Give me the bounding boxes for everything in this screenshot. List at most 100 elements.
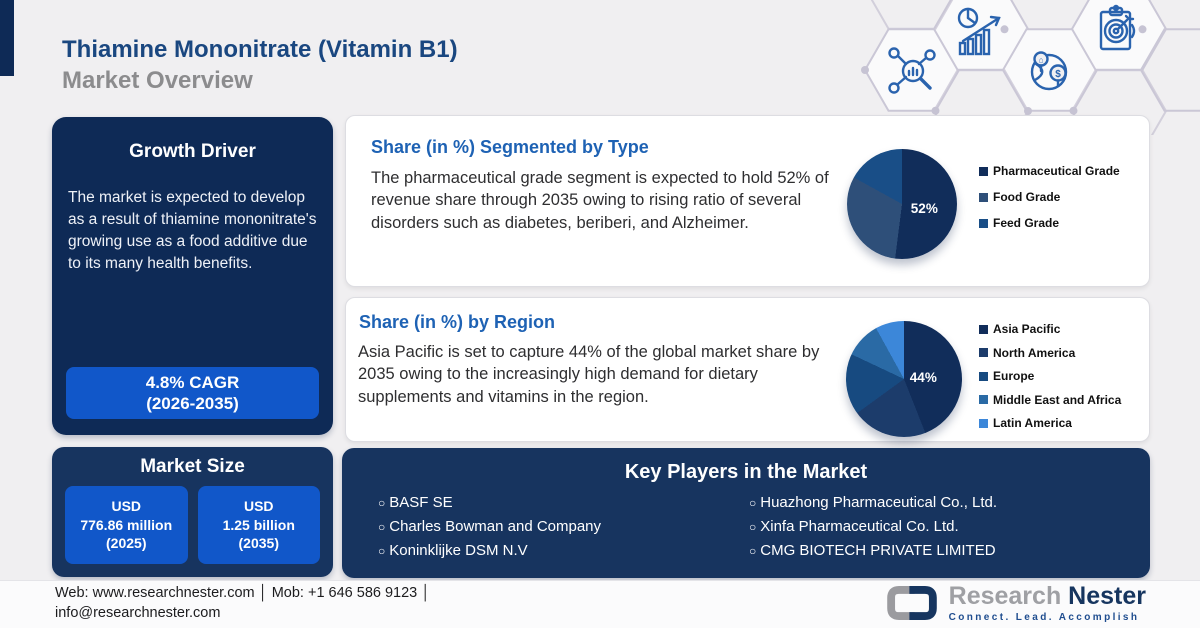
legend-swatch: [979, 395, 988, 404]
circle-bullet-icon: ○: [378, 520, 386, 534]
cagr-value: 4.8% CAGR: [145, 372, 240, 392]
market-size-2025-year: (2025): [106, 535, 147, 552]
legend-swatch: [979, 348, 988, 357]
key-player-name: Huazhong Pharmaceutical Co., Ltd.: [760, 494, 998, 511]
footer-contact: Web: www.researchnester.com │ Mob: +1 64…: [55, 584, 430, 623]
legend-label: Asia Pacific: [993, 322, 1061, 336]
share-by-region-card: Share (in %) by Region Asia Pacific is s…: [345, 297, 1150, 442]
svg-text:⌂: ⌂: [1039, 56, 1044, 65]
currency-label: USD: [111, 498, 142, 515]
growth-chart-icon: [957, 7, 1001, 56]
key-player-item: ○ CMG BIOTECH PRIVATE LIMITED: [749, 542, 1120, 559]
global-market-icon: $ ⌂: [1030, 51, 1068, 91]
legend-item: Asia Pacific: [979, 322, 1121, 336]
market-size-2035-year: (2035): [238, 535, 279, 552]
circle-bullet-icon: ○: [378, 496, 386, 510]
key-players-left-column: ○ BASF SE ○ Charles Bowman and Company ○ Koni…: [378, 494, 749, 566]
type-pie-chart: 52%: [847, 149, 957, 259]
growth-driver-panel: Growth Driver The market is expected to …: [52, 117, 333, 435]
logo-tagline: Connect. Lead. Accomplish: [948, 611, 1140, 623]
legend-item: Latin America: [979, 416, 1121, 430]
market-size-title: Market Size: [140, 456, 245, 477]
circle-bullet-icon: ○: [749, 544, 757, 558]
legend-item: North America: [979, 346, 1121, 360]
key-players-right-column: ○ Huazhong Pharmaceutical Co., Ltd. ○ Xinfa…: [749, 494, 1120, 566]
hexagon-vertex-dots: [861, 25, 1147, 115]
legend-label: Food Grade: [993, 190, 1061, 204]
type-pie-data-label: 52%: [910, 200, 938, 216]
footer-contact-line2: info@researchnester.com: [55, 604, 221, 621]
target-clipboard-icon: [1099, 4, 1136, 51]
share-by-region-title: Share (in %) by Region: [359, 312, 556, 332]
legend-label: Latin America: [993, 416, 1072, 430]
region-pie-chart: 44%: [846, 321, 962, 437]
market-size-panel: Market Size USD 776.86 million (2025) US…: [52, 447, 333, 577]
legend-swatch: [979, 371, 988, 381]
footer-contact-line1: Web: www.researchnester.com │ Mob: +1 64…: [55, 585, 431, 601]
legend-label: Feed Grade: [993, 216, 1060, 230]
legend-label: Pharmaceutical Grade: [993, 164, 1120, 178]
market-research-network-icon: [888, 47, 936, 94]
legend-item: Europe: [979, 369, 1121, 383]
key-player-item: ○ Charles Bowman and Company: [378, 518, 749, 535]
legend-swatch: [979, 324, 988, 334]
logo-wordmark: Research Nester Connect. Lead. Accomplis…: [948, 581, 1146, 623]
page-header: Thiamine Mononitrate (Vitamin B1) Market…: [62, 34, 458, 96]
legend-item: Feed Grade: [979, 216, 1120, 230]
corner-accent-bar: [0, 0, 14, 76]
logo-word-nester: Nester: [1068, 581, 1146, 610]
research-nester-logo: Research Nester Connect. Lead. Accomplis…: [884, 583, 1146, 623]
key-player-name: Xinfa Pharmaceutical Co. Ltd.: [760, 518, 959, 535]
share-by-type-title: Share (in %) Segmented by Type: [371, 137, 649, 157]
key-players-columns: ○ BASF SE ○ Charles Bowman and Company ○ Koni…: [342, 484, 1150, 566]
legend-swatch: [979, 218, 988, 228]
market-size-2025-value: 776.86 million: [80, 516, 173, 533]
key-players-panel: Key Players in the Market ○ BASF SE ○ Charl…: [342, 448, 1150, 578]
cagr-badge: 4.8% CAGR (2026-2035): [66, 367, 319, 419]
circle-bullet-icon: ○: [378, 544, 386, 558]
footer-band: [0, 580, 1200, 628]
market-size-2025-box: USD 776.86 million (2025): [65, 486, 188, 564]
share-by-region-text: Asia Pacific is set to capture 44% of th…: [358, 343, 820, 406]
logo-word-research: Research: [948, 581, 1062, 610]
key-player-item: ○ Huazhong Pharmaceutical Co., Ltd.: [749, 494, 1120, 511]
key-players-title: Key Players in the Market: [624, 461, 868, 483]
legend-label: North America: [993, 345, 1076, 360]
circle-bullet-icon: ○: [749, 496, 757, 510]
type-pie: [847, 149, 957, 259]
region-pie-legend: Asia Pacific North America Europe Middle Ea…: [979, 322, 1121, 440]
legend-item: Food Grade: [979, 190, 1120, 204]
circle-bullet-icon: ○: [749, 520, 757, 534]
market-size-2035-box: USD 1.25 billion (2035): [197, 486, 320, 564]
growth-driver-title: Growth Driver: [129, 141, 256, 162]
svg-text:$: $: [1055, 69, 1061, 80]
growth-driver-text: The market is expected to develop as a r…: [68, 189, 317, 272]
key-player-item: ○ BASF SE: [378, 494, 749, 511]
share-by-type-card: Share (in %) Segmented by Type The pharm…: [345, 115, 1150, 287]
market-size-2035-value: 1.25 billion: [222, 516, 295, 533]
key-player-name: CMG BIOTECH PRIVATE LIMITED: [760, 542, 996, 559]
share-by-type-text: The pharmaceutical grade segment is expe…: [371, 169, 829, 232]
legend-item: Middle East and Africa: [979, 393, 1121, 407]
key-player-name: Charles Bowman and Company: [389, 518, 602, 535]
page-title: Thiamine Mononitrate (Vitamin B1): [62, 36, 458, 63]
legend-swatch: [979, 166, 988, 176]
key-player-name: Koninklijke DSM N.V: [389, 542, 528, 559]
key-player-name: BASF SE: [389, 494, 453, 511]
currency-label: USD: [243, 498, 274, 515]
legend-item: Pharmaceutical Grade: [979, 164, 1120, 178]
legend-swatch: [979, 418, 988, 428]
region-pie: [846, 321, 962, 437]
page-subtitle: Market Overview: [62, 67, 253, 94]
legend-label: Europe: [993, 369, 1035, 383]
key-player-item: ○ Koninklijke DSM N.V: [378, 542, 749, 559]
type-pie-legend: Pharmaceutical Grade Food Grade Feed Grade: [979, 164, 1120, 242]
cagr-period: (2026-2035): [146, 394, 239, 413]
key-player-item: ○ Xinfa Pharmaceutical Co. Ltd.: [749, 518, 1120, 535]
chain-link-logo-icon: [886, 586, 937, 620]
legend-label: Middle East and Africa: [993, 392, 1122, 407]
legend-swatch: [979, 192, 988, 202]
market-size-boxes: USD 776.86 million (2025) USD 1.25 billi…: [52, 478, 333, 564]
region-pie-data-label: 44%: [909, 369, 937, 385]
